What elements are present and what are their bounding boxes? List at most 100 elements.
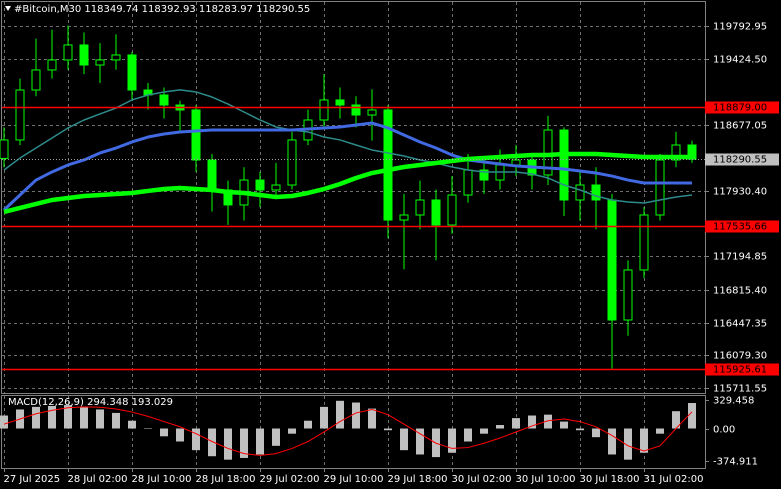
candle-body <box>543 129 553 176</box>
signal-line <box>3 406 693 456</box>
macd-bar <box>240 428 248 458</box>
macd-bar <box>528 415 536 429</box>
candle-body <box>207 159 217 191</box>
macd-bar <box>544 414 552 429</box>
macd-bar <box>352 402 360 429</box>
macd-bar <box>320 406 328 429</box>
candle-body <box>159 94 169 106</box>
x-tick-label: 29 Jul 10:00 <box>324 474 384 485</box>
macd-title: MACD(12,26,9) 294.348 193.029 <box>8 397 173 408</box>
macd-bar <box>160 428 168 437</box>
macd-bar <box>592 428 600 438</box>
candle-body <box>559 129 569 201</box>
candle-body <box>335 99 345 106</box>
y-tick-label: 116815.40 <box>713 286 767 297</box>
macd-bar <box>656 428 664 434</box>
macd-bar <box>576 428 584 431</box>
macd-bar <box>512 418 520 429</box>
current-price-label: 118290.55 <box>713 155 767 166</box>
candle-body <box>367 109 377 116</box>
chart-title: #Bitcoin,M30 118349.74 118392.93 118283.… <box>14 4 310 15</box>
macd-bar <box>272 428 280 446</box>
macd-bar <box>192 428 200 451</box>
candle-body <box>127 54 137 91</box>
candle-body <box>191 109 201 161</box>
macd-bar <box>224 428 232 460</box>
candle-body <box>623 269 633 321</box>
y-tick-label: 116079.30 <box>713 351 767 362</box>
macd-bar <box>336 400 344 429</box>
y-tick-label: -374.911 <box>713 457 758 468</box>
y-tick-label: 329.458 <box>713 396 754 407</box>
macd-bar <box>288 428 296 434</box>
candle-body <box>271 184 281 191</box>
candle-body <box>575 184 585 201</box>
candle-body <box>479 169 489 181</box>
candle-body <box>111 54 121 61</box>
macd-bar <box>416 428 424 455</box>
candle-body <box>591 184 601 201</box>
candle-body <box>351 104 361 116</box>
y-tick-label: 117930.40 <box>713 187 767 198</box>
candle-body <box>399 214 409 221</box>
y-tick-label: 119792.95 <box>713 22 767 33</box>
macd-bar <box>80 406 88 429</box>
candle-body <box>655 159 665 216</box>
macd-bar <box>448 428 456 453</box>
candle-body <box>639 214 649 271</box>
candle-body <box>671 144 681 161</box>
y-tick-label: 0.00 <box>713 425 735 436</box>
macd-bar <box>144 428 152 430</box>
moving-average <box>2 121 692 212</box>
x-tick-label: 28 Jul 18:00 <box>196 474 256 485</box>
macd-bar <box>608 428 616 455</box>
macd-frame <box>1 395 706 469</box>
macd-bar <box>112 412 120 429</box>
macd-bar <box>32 406 40 429</box>
macd-bar <box>672 411 680 429</box>
candle-body <box>447 194 457 226</box>
macd-bar <box>464 428 472 442</box>
level-box <box>705 363 779 376</box>
candle-body <box>287 139 297 186</box>
macd-bar <box>304 420 312 429</box>
macd-bar <box>480 428 488 434</box>
x-tick-label: 28 Jul 10:00 <box>132 474 192 485</box>
candle-body <box>79 44 89 66</box>
macd-bar <box>640 428 648 453</box>
y-tick-label: 118677.05 <box>713 121 767 132</box>
level-label: 118879.00 <box>713 103 767 114</box>
x-tick-label: 27 Jul 2025 <box>4 474 61 485</box>
macd-bar <box>128 420 136 429</box>
macd-bar <box>0 415 8 429</box>
y-tick-label: 115711.55 <box>713 384 767 395</box>
y-tick-label: 116447.35 <box>713 319 767 330</box>
macd-bar <box>256 428 264 455</box>
x-tick-label: 29 Jul 02:00 <box>260 474 320 485</box>
macd-bar <box>560 421 568 429</box>
macd-bar <box>368 408 376 429</box>
macd-bar <box>176 428 184 442</box>
candle-body <box>431 199 441 226</box>
x-tick-label: 28 Jul 02:00 <box>68 474 128 485</box>
current-price-box <box>705 153 779 166</box>
moving-average <box>3 151 692 215</box>
candle-body <box>47 59 57 71</box>
macd-bar <box>48 405 56 429</box>
x-tick-label: 30 Jul 18:00 <box>580 474 640 485</box>
candle-body <box>607 199 617 321</box>
candle-body <box>255 179 265 191</box>
moving-average <box>3 89 693 204</box>
level-label: 117535.66 <box>713 222 767 233</box>
x-tick-label: 30 Jul 10:00 <box>516 474 576 485</box>
macd-bar <box>496 425 504 429</box>
level-box <box>705 101 779 114</box>
x-tick-label: 29 Jul 18:00 <box>388 474 448 485</box>
candle-body <box>319 99 329 121</box>
menu-triangle <box>5 6 11 11</box>
level-label: 115925.61 <box>713 365 767 376</box>
candle-body <box>15 89 25 141</box>
candle-body <box>415 199 425 216</box>
main-frame <box>1 1 706 394</box>
x-tick-label: 31 Jul 02:00 <box>644 474 704 485</box>
